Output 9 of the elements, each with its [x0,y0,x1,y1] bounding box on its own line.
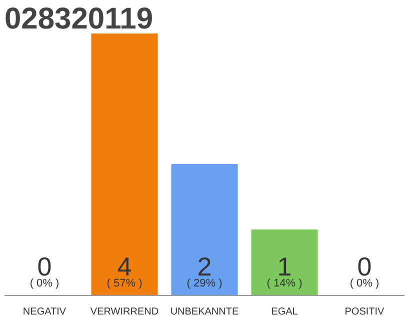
annotation: ( 57% ) [106,278,142,290]
x-tick-label: NEGATIV [22,306,66,318]
chart-title: 028320119 [4,2,154,36]
x-tick-label: UNBEKANNTE [170,306,239,318]
x-tick-label: POSITIV [344,306,385,318]
annotation: ( 29% ) [186,278,222,290]
x-tick-label: EGAL [271,306,298,318]
annotation: ( 14% ) [266,278,302,290]
x-tick-label: VERWIRREND [90,306,159,318]
